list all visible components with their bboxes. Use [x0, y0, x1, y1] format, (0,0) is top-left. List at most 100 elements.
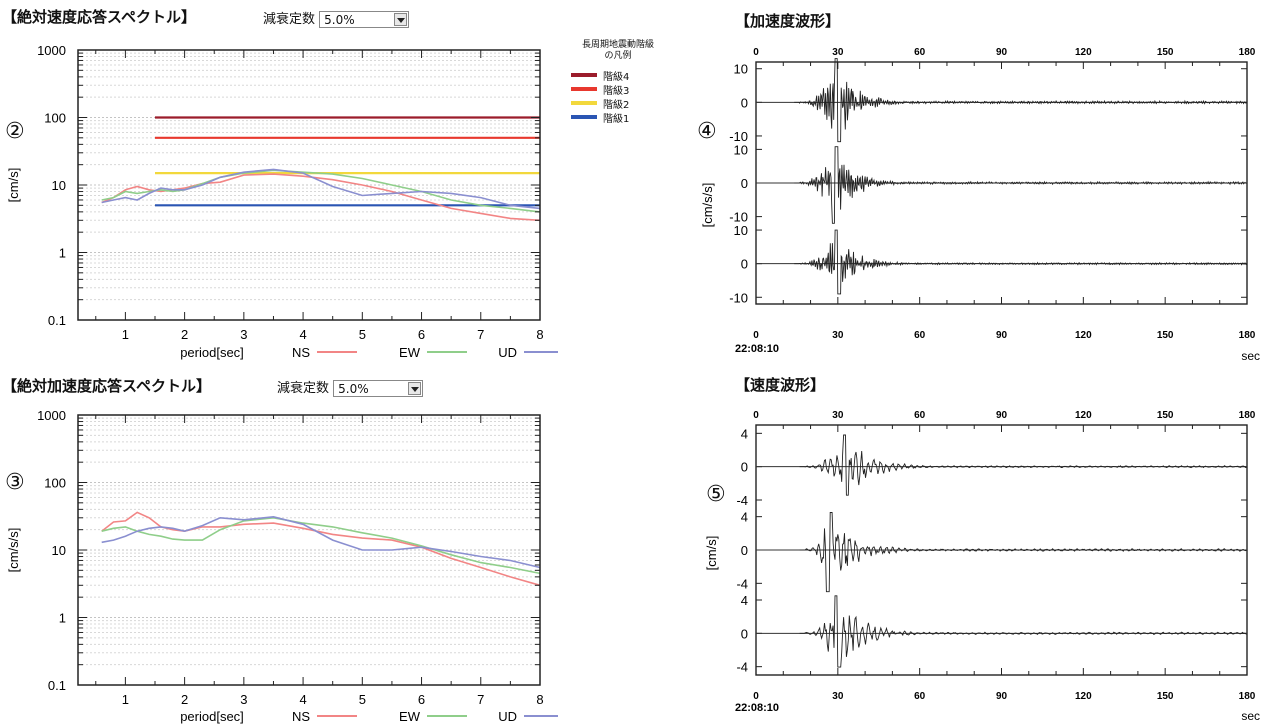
wave-trace-2: [799, 512, 1247, 593]
vel-spec-title: 【絶対速度応答スペクトル】: [2, 8, 196, 26]
y-tick-label: 100: [44, 111, 66, 126]
y-tick-label: -10: [729, 290, 748, 305]
wave-trace-1: [799, 434, 1247, 496]
class-legend: 長周期地震動階級 の凡例 階級4 階級3 階級2 階級1: [563, 40, 673, 125]
series-line-ns: [101, 511, 541, 587]
y-tick-label: 1000: [37, 408, 66, 423]
class-legend-title-line2: の凡例: [604, 51, 632, 61]
y-tick-label: 0: [741, 176, 748, 191]
series-line-ud: [101, 515, 541, 569]
y-tick-label: 0.1: [48, 313, 66, 328]
y-tick-label: 1000: [37, 43, 66, 58]
acc-wave-time-label: 22:08:10: [735, 343, 779, 355]
x-tick-label: 6: [418, 692, 425, 707]
class-legend-item: 階級3: [571, 82, 673, 97]
class-legend-title: 長周期地震動階級 の凡例: [563, 40, 673, 62]
x-tick-label: 8: [536, 327, 543, 342]
x-tick-label: 4: [299, 327, 306, 342]
y-tick-label: 100: [44, 476, 66, 491]
x-tick-label: 30: [832, 47, 844, 58]
vel-spec-chart: 0.1 1 10 100 1000 1 2 3 4 5 6 7 8 [cm/s] period[sec]…: [6, 43, 558, 360]
vel-spec-thresholds: [155, 116, 540, 207]
x-tick-label: 90: [996, 47, 1008, 58]
acc-spec-damping-select[interactable]: 5.0%: [333, 380, 424, 397]
x-tick-label: 90: [996, 691, 1008, 702]
vel-wave-unit: sec: [1241, 709, 1260, 723]
acc-spec-series: [101, 511, 541, 587]
vel-spec-damping-select[interactable]: 5.0%: [319, 11, 410, 28]
acc-spec-damping: 減衰定数 5.0%: [277, 377, 424, 397]
series-line-ew: [101, 169, 541, 213]
class-legend-label: 階級1: [603, 113, 630, 125]
acc-spec-xlabel: period[sec]: [180, 709, 244, 724]
series-legend-label: UD: [498, 345, 517, 360]
chevron-down-icon[interactable]: [408, 382, 422, 395]
series-line-ud: [101, 168, 541, 210]
x-tick-label: 120: [1075, 410, 1092, 421]
x-tick-label: 60: [914, 691, 926, 702]
vel-spec-series: [101, 168, 541, 222]
y-tick-label: 1: [59, 246, 66, 261]
y-tick-label: 10: [734, 223, 748, 238]
y-tick-label: -10: [729, 129, 748, 144]
vel-spec-axis: 0.1 1 10 100 1000 1 2 3 4 5 6 7 8: [37, 43, 544, 342]
acc-wave-body: 00303060609090120120150150180180100-1010…: [729, 47, 1256, 341]
x-tick-label: 3: [240, 692, 247, 707]
x-tick-label: 0: [753, 410, 759, 421]
vel-spec-damping: 減衰定数 5.0%: [263, 8, 410, 28]
acc-spec-grid: [78, 417, 540, 686]
x-tick-label: 5: [359, 327, 366, 342]
x-tick-label: 120: [1075, 691, 1092, 702]
x-tick-label: 30: [832, 330, 844, 341]
x-tick-label: 150: [1157, 330, 1174, 341]
vel-wave-body: 0030306060909012012015015018018040-440-4…: [736, 410, 1255, 702]
wave-trace-3: [799, 595, 1247, 668]
acc-spec-title: 【絶対加速度応答スペクトル】: [2, 377, 211, 395]
x-tick-label: 0: [753, 47, 759, 58]
x-tick-label: 150: [1157, 410, 1174, 421]
acc-spec-damping-label: 減衰定数: [277, 381, 330, 396]
x-tick-label: 150: [1157, 691, 1174, 702]
x-tick-label: 8: [536, 692, 543, 707]
y-tick-label: 4: [741, 426, 748, 441]
panel-marker-2: ②: [5, 119, 25, 144]
vel-wave-chart: 0030306060909012012015015018018040-440-4…: [704, 410, 1260, 723]
vel-spec-grid: [78, 52, 540, 321]
panel-marker-5: ⑤: [706, 482, 726, 507]
x-tick-label: 90: [996, 410, 1008, 421]
class-legend-swatch: [571, 87, 597, 91]
class-legend-label: 階級3: [603, 85, 630, 97]
x-tick-label: 4: [299, 692, 306, 707]
x-tick-label: 2: [181, 692, 188, 707]
y-tick-label: 0: [741, 257, 748, 272]
y-tick-label: 0: [741, 95, 748, 110]
y-tick-label: 10: [734, 142, 748, 157]
wave-trace-1: [794, 58, 1248, 143]
x-tick-label: 7: [477, 692, 484, 707]
x-tick-label: 180: [1239, 47, 1256, 58]
x-tick-label: 30: [832, 410, 844, 421]
x-tick-label: 6: [418, 327, 425, 342]
x-tick-label: 60: [914, 47, 926, 58]
x-tick-label: 5: [359, 692, 366, 707]
x-tick-label: 180: [1239, 691, 1256, 702]
vel-wave-ylabel: [cm/s]: [704, 536, 719, 571]
vel-wave-title: 【速度波形】: [735, 376, 826, 394]
y-tick-label: 0.1: [48, 678, 66, 693]
acc-wave-ylabel: [cm/s/s]: [700, 183, 715, 228]
acc-spec-damping-value: 5.0%: [338, 382, 369, 396]
wave-trace-3: [794, 229, 1248, 295]
class-legend-item: 階級2: [571, 96, 673, 111]
panel-marker-4: ④: [697, 119, 717, 144]
x-tick-label: 7: [477, 327, 484, 342]
chevron-down-icon[interactable]: [394, 13, 408, 26]
x-tick-label: 120: [1075, 330, 1092, 341]
class-legend-swatch: [571, 115, 597, 119]
y-tick-label: 10: [52, 543, 66, 558]
y-tick-label: -10: [729, 210, 748, 225]
acc-wave-unit: sec: [1241, 349, 1260, 363]
y-tick-label: 1: [59, 611, 66, 626]
vel-spec-damping-label: 減衰定数: [263, 12, 316, 27]
x-tick-label: 90: [996, 330, 1008, 341]
x-tick-label: 60: [914, 330, 926, 341]
